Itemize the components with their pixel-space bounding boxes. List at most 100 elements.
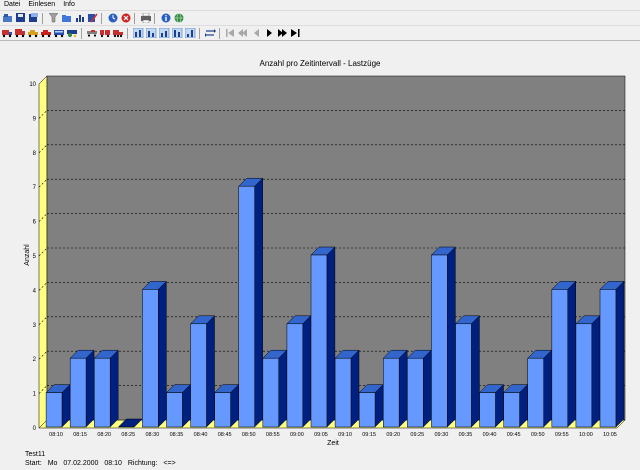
direction-label: Richtung: — [127, 460, 158, 467]
toolbar-separator — [134, 12, 135, 24]
menu-einlesen[interactable]: Einlesen — [28, 1, 56, 8]
y-tick-label: 8 — [33, 151, 37, 157]
bar — [479, 392, 496, 428]
truck-trailer-icon[interactable] — [113, 28, 124, 39]
save-icon[interactable] — [15, 13, 26, 24]
y-tick-label: 9 — [33, 116, 37, 122]
x-tick-label: 08:10 — [49, 432, 63, 438]
car-red-icon[interactable] — [41, 28, 52, 39]
stop-icon[interactable] — [120, 13, 131, 24]
x-tick-label: 10:05 — [603, 432, 617, 438]
class-3-icon[interactable] — [159, 28, 170, 39]
gridline-wall — [38, 282, 48, 291]
bar — [455, 323, 472, 428]
bar-chart: Anzahl pro Zeitintervall - Lastzüge Anza… — [24, 59, 626, 447]
bar-side — [278, 349, 287, 428]
dataset-name: Test11 — [25, 451, 46, 458]
bar-side — [591, 315, 601, 428]
print-icon[interactable] — [140, 13, 151, 24]
y-tick-label: 10 — [29, 82, 36, 88]
nav-next-fast-icon[interactable] — [277, 28, 288, 39]
bar — [575, 323, 593, 428]
start-time: 08:10 — [104, 460, 122, 467]
folder-icon[interactable] — [61, 13, 72, 24]
nav-prev-icon[interactable] — [251, 28, 262, 39]
bar — [358, 392, 376, 428]
x-tick-label: 08:20 — [97, 432, 111, 438]
y-tick-label: 0 — [33, 426, 37, 432]
truck-icon[interactable] — [15, 28, 26, 39]
toolbar-separator — [154, 12, 155, 24]
nav-next-icon[interactable] — [264, 28, 275, 39]
car-icon[interactable] — [28, 28, 39, 39]
trailer-icon[interactable] — [87, 28, 98, 39]
nav-last-icon[interactable] — [290, 28, 301, 39]
bar-side — [109, 349, 119, 428]
bar-side — [398, 349, 408, 428]
class-5-icon[interactable] — [185, 28, 196, 39]
class-4-icon[interactable] — [172, 28, 183, 39]
gridline-wall — [38, 144, 48, 154]
gridline-wall — [38, 247, 48, 257]
bar — [238, 185, 255, 428]
bar — [190, 323, 207, 428]
bar — [503, 392, 520, 428]
trailer2-icon[interactable] — [100, 28, 111, 39]
bar — [431, 254, 448, 428]
y-tick-label: 5 — [33, 254, 37, 260]
toolbar-separator — [219, 27, 220, 39]
status-panel: Test11 Start: Mo 07.02.2000 08:10 Richtu… — [25, 450, 180, 468]
globe-icon[interactable] — [173, 13, 184, 24]
bar-side — [326, 246, 336, 428]
bar-side — [615, 280, 625, 428]
bar-side — [206, 315, 215, 428]
save-as-icon[interactable] — [28, 13, 39, 24]
bus-icon[interactable] — [54, 28, 65, 39]
filter-icon[interactable] — [48, 13, 59, 24]
start-day: Mo — [47, 460, 58, 467]
bar-side — [254, 177, 263, 428]
bar-side — [85, 349, 95, 428]
nav-first-icon[interactable] — [225, 28, 236, 39]
status-line: Start: Mo 07.02.2000 08:10 Richtung: <=> — [25, 459, 180, 468]
bar-side — [543, 349, 552, 428]
x-tick-label: 08:45 — [218, 432, 232, 438]
bar-side — [350, 349, 360, 428]
edit-icon[interactable] — [87, 13, 98, 24]
x-tick-label: 09:45 — [507, 432, 521, 438]
x-tick-label: 09:15 — [362, 432, 376, 438]
clock-icon[interactable] — [107, 13, 118, 24]
open-icon[interactable] — [2, 13, 13, 24]
bar-side — [471, 315, 480, 428]
vehicle-icon[interactable] — [2, 28, 13, 39]
menu-datei[interactable]: Datei — [4, 1, 21, 8]
nav-prev-fast-icon[interactable] — [238, 28, 249, 39]
x-tick-label: 09:50 — [531, 432, 545, 438]
tractor-icon[interactable] — [67, 28, 78, 39]
toolbar-separator — [199, 27, 200, 39]
swap-icon[interactable] — [205, 28, 216, 39]
class-1-icon[interactable] — [133, 28, 144, 39]
y-tick-label: 6 — [33, 220, 37, 226]
x-tick-label: 09:30 — [434, 432, 448, 438]
menu-info[interactable]: Info — [63, 1, 75, 8]
y-tick-label: 3 — [33, 323, 37, 329]
x-tick-label: 08:40 — [194, 432, 208, 438]
toolbar-separator — [81, 27, 82, 39]
start-label: Start: — [25, 460, 42, 467]
x-tick-label: 08:15 — [73, 432, 87, 438]
x-tick-label: 09:25 — [410, 432, 424, 438]
y-tick-label: 2 — [33, 357, 37, 363]
bar-side — [567, 280, 576, 428]
chart-title: Anzahl pro Zeitintervall - Lastzüge — [260, 59, 382, 68]
toolbar-separator — [101, 12, 102, 24]
bar-chart-icon[interactable] — [74, 13, 85, 24]
bar — [383, 357, 400, 428]
start-date: 07.02.2000 — [63, 460, 99, 467]
x-tick-label: 08:55 — [266, 432, 280, 438]
info-icon[interactable] — [160, 13, 171, 24]
gridline-wall — [38, 316, 48, 326]
y-tick-label: 4 — [33, 288, 37, 294]
class-2-icon[interactable] — [146, 28, 157, 39]
bar-side — [158, 280, 167, 428]
